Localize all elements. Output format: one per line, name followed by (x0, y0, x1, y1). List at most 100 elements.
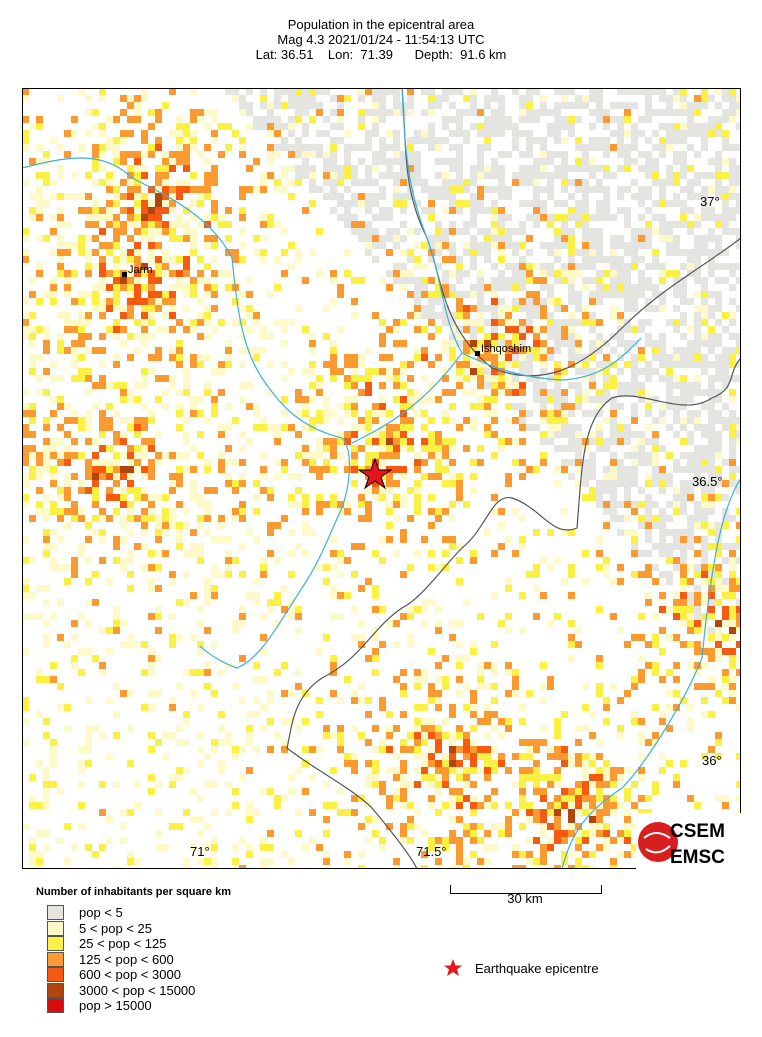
population-cell (582, 480, 589, 487)
population-cell (274, 95, 281, 102)
population-cell (449, 438, 456, 445)
population-cell (575, 368, 582, 375)
population-cell (624, 284, 631, 291)
population-cell (211, 326, 218, 333)
population-cell (666, 123, 673, 130)
population-cell (512, 326, 519, 333)
population-cell (736, 347, 741, 354)
population-cell (603, 522, 610, 529)
population-cell (260, 452, 267, 459)
population-cell (99, 270, 106, 277)
population-cell (414, 137, 421, 144)
population-cell (498, 151, 505, 158)
population-cell (722, 368, 729, 375)
population-cell (183, 739, 190, 746)
population-cell (169, 228, 176, 235)
population-cell (197, 333, 204, 340)
population-cell (512, 550, 519, 557)
population-cell (113, 305, 120, 312)
population-cell (673, 319, 680, 326)
population-cell (498, 109, 505, 116)
population-cell (323, 830, 330, 837)
population-cell (64, 564, 71, 571)
population-cell (400, 802, 407, 809)
population-cell (533, 858, 540, 865)
population-cell (694, 270, 701, 277)
population-cell (330, 123, 337, 130)
population-cell (554, 795, 561, 802)
population-cell (582, 256, 589, 263)
population-cell (36, 459, 43, 466)
population-cell (239, 606, 246, 613)
population-cell (36, 172, 43, 179)
population-cell (729, 515, 736, 522)
population-cell (365, 459, 372, 466)
population-cell (554, 319, 561, 326)
population-cell (393, 753, 400, 760)
population-cell (169, 774, 176, 781)
population-cell (134, 333, 141, 340)
population-cell (71, 473, 78, 480)
population-cell (547, 410, 554, 417)
population-cell (715, 627, 722, 634)
population-cell (596, 753, 603, 760)
population-cell (435, 508, 442, 515)
population-cell (22, 578, 29, 585)
population-cell (694, 564, 701, 571)
population-cell (519, 788, 526, 795)
population-cell (498, 193, 505, 200)
population-cell (449, 620, 456, 627)
population-cell (57, 214, 64, 221)
population-cell (715, 473, 722, 480)
population-cell (533, 200, 540, 207)
population-cell (442, 284, 449, 291)
population-cell (533, 186, 540, 193)
population-cell (281, 466, 288, 473)
population-cell (442, 767, 449, 774)
population-cell (491, 641, 498, 648)
population-cell (120, 557, 127, 564)
population-cell (260, 347, 267, 354)
population-cell (43, 536, 50, 543)
population-cell (554, 165, 561, 172)
population-cell (64, 193, 71, 200)
population-cell (267, 214, 274, 221)
population-cell (197, 606, 204, 613)
population-cell (190, 354, 197, 361)
population-cell (204, 627, 211, 634)
population-cell (85, 235, 92, 242)
population-cell (533, 214, 540, 221)
population-cell (78, 375, 85, 382)
population-cell (568, 431, 575, 438)
population-cell (631, 550, 638, 557)
population-cell (624, 501, 631, 508)
population-cell (715, 179, 722, 186)
population-cell (176, 347, 183, 354)
population-cell (491, 683, 498, 690)
population-cell (449, 704, 456, 711)
population-cell (631, 417, 638, 424)
population-cell (274, 88, 281, 95)
population-cell (610, 417, 617, 424)
population-cell (99, 144, 106, 151)
population-cell (561, 319, 568, 326)
population-cell (512, 172, 519, 179)
population-cell (239, 837, 246, 844)
population-cell (78, 480, 85, 487)
population-cell (134, 179, 141, 186)
population-cell (36, 487, 43, 494)
population-cell (470, 711, 477, 718)
population-cell (519, 424, 526, 431)
population-cell (386, 480, 393, 487)
population-cell (694, 452, 701, 459)
population-cell (617, 837, 624, 844)
population-cell (652, 704, 659, 711)
population-cell (288, 123, 295, 130)
population-cell (365, 249, 372, 256)
population-cell (505, 186, 512, 193)
population-cell (610, 501, 617, 508)
population-cell (127, 585, 134, 592)
legend-epicentre: Earthquake epicentre (443, 958, 599, 978)
population-cell (722, 193, 729, 200)
population-cell (260, 676, 267, 683)
